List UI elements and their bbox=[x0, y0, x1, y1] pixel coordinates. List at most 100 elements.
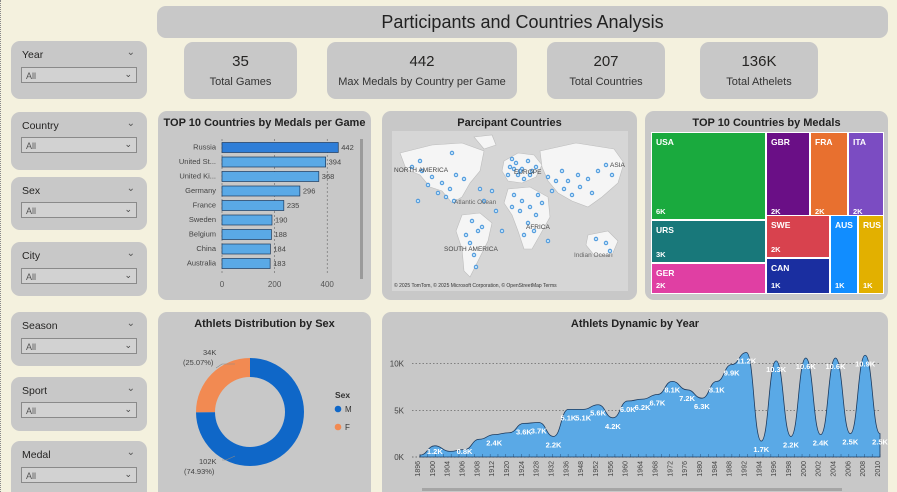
slicer-country[interactable]: Country ⌄ All ⌄ bbox=[11, 112, 147, 170]
slicer-sex[interactable]: Sex ⌄ All ⌄ bbox=[11, 177, 147, 230]
x-tick-label: 1896 bbox=[415, 461, 422, 477]
treemap-cell-can[interactable]: CAN 1K bbox=[766, 258, 830, 294]
slicer-dropdown[interactable]: All ⌄ bbox=[21, 202, 137, 218]
treemap-cell-usa[interactable]: USA 6K bbox=[651, 132, 766, 220]
map-label: AFRICA bbox=[526, 224, 551, 231]
x-tick-label: 1976 bbox=[682, 461, 689, 477]
country-marker bbox=[575, 172, 581, 178]
map-label: Indian Ocean bbox=[574, 252, 613, 259]
sex-distribution-donut[interactable]: Athlets Distribution by Sex 34K (25.07%)… bbox=[158, 312, 371, 492]
slicer-sport[interactable]: Sport ⌄ All ⌄ bbox=[11, 377, 147, 431]
donut-slice-m[interactable] bbox=[196, 358, 304, 466]
country-marker bbox=[531, 228, 537, 234]
country-marker bbox=[553, 178, 559, 184]
continent-north-america bbox=[399, 142, 485, 204]
slicer-dropdown[interactable]: All ⌄ bbox=[21, 402, 137, 418]
bar bbox=[221, 214, 273, 226]
chevron-up-icon[interactable]: ⌄ bbox=[126, 248, 135, 259]
chevron-up-icon[interactable]: ⌄ bbox=[126, 447, 135, 458]
country-marker bbox=[509, 156, 515, 162]
chevron-down-icon[interactable]: ⌄ bbox=[124, 270, 132, 280]
slicer-value: All bbox=[26, 141, 37, 151]
slicer-value: All bbox=[26, 342, 37, 352]
country-marker bbox=[471, 252, 477, 258]
treemap-cell-fra[interactable]: FRA 2K bbox=[810, 132, 848, 220]
donut-slice-f[interactable] bbox=[196, 358, 250, 413]
chevron-down-icon[interactable]: ⌄ bbox=[124, 404, 132, 414]
treemap-cell-ita[interactable]: ITA 2K bbox=[848, 132, 884, 220]
country-marker bbox=[521, 176, 527, 182]
slicer-dropdown[interactable]: All ⌄ bbox=[21, 67, 137, 83]
x-tick-label: 1972 bbox=[667, 461, 674, 477]
country-marker bbox=[561, 186, 567, 192]
slicer-year[interactable]: Year ⌄ All ⌄ bbox=[11, 41, 147, 99]
slicer-dropdown[interactable]: All ⌄ bbox=[21, 338, 137, 354]
scrollbar bbox=[360, 139, 363, 279]
slicer-dropdown[interactable]: All ⌄ bbox=[21, 137, 137, 153]
top10-treemap[interactable]: TOP 10 Countries by Medals USA 6K GBR 2K FRA… bbox=[645, 111, 888, 300]
chevron-up-icon[interactable]: ⌄ bbox=[126, 383, 135, 394]
treemap-cell-ger[interactable]: GER 2K bbox=[651, 263, 766, 294]
treemap-cell-urs[interactable]: URS 3K bbox=[651, 220, 766, 263]
chevron-down-icon[interactable]: ⌄ bbox=[124, 139, 132, 149]
chevron-down-icon[interactable]: ⌄ bbox=[124, 69, 132, 79]
country-marker bbox=[569, 192, 575, 198]
country-marker bbox=[519, 198, 525, 204]
kpi-value: 442 bbox=[409, 53, 435, 70]
country-marker bbox=[525, 220, 531, 226]
data-label: 183 bbox=[273, 259, 286, 268]
kpi-total-athletes: 136K Total Athelets bbox=[700, 42, 818, 99]
legend-swatch-m bbox=[334, 405, 342, 413]
treemap-cell-rus[interactable]: RUS 1K bbox=[858, 215, 884, 294]
data-label: 1.2K bbox=[427, 447, 443, 456]
slicer-season[interactable]: Season ⌄ All ⌄ bbox=[11, 312, 147, 366]
country-marker bbox=[467, 240, 473, 246]
chart-title: Parcipant Countries bbox=[457, 117, 562, 129]
slicer-dropdown[interactable]: All ⌄ bbox=[21, 268, 137, 284]
chevron-up-icon[interactable]: ⌄ bbox=[126, 318, 135, 329]
country-marker bbox=[525, 158, 531, 164]
x-tick-label: 1920 bbox=[504, 461, 511, 477]
data-label: 6.7K bbox=[649, 398, 665, 407]
country-marker bbox=[533, 164, 539, 170]
top10-bar-chart[interactable]: TOP 10 Countries by Medals per Game 0 200… bbox=[158, 111, 371, 300]
slicer-city[interactable]: City ⌄ All ⌄ bbox=[11, 242, 147, 296]
treemap-cell-aus[interactable]: AUS 1K bbox=[830, 215, 858, 294]
treemap-cell-value: 1K bbox=[863, 281, 873, 290]
country-marker bbox=[511, 192, 517, 198]
slicer-medal[interactable]: Medal ⌄ All ⌄ bbox=[11, 441, 147, 492]
x-tick-label: 1904 bbox=[445, 461, 452, 477]
chevron-up-icon[interactable]: ⌄ bbox=[126, 118, 135, 129]
bar bbox=[221, 200, 285, 211]
country-marker bbox=[481, 198, 487, 204]
treemap-cell-value: 2K bbox=[656, 281, 666, 290]
athletes-dynamic-chart[interactable]: Athlets Dynamic by Year 0K 5K 10K 1.2K 0.8K 2… bbox=[382, 312, 888, 492]
participant-countries-map[interactable]: Parcipant Countries NORTH AMERICA EUROPE… bbox=[382, 111, 637, 300]
data-label: 10.3K bbox=[766, 365, 787, 374]
slicer-value: All bbox=[26, 206, 37, 216]
donut-label-f-count: 34K bbox=[203, 348, 216, 357]
kpi-total-games: 35 Total Games bbox=[184, 42, 297, 99]
country-marker bbox=[435, 190, 441, 196]
data-label: 9.9K bbox=[724, 369, 740, 378]
slicer-dropdown[interactable]: All ⌄ bbox=[21, 467, 137, 483]
map-attribution: © 2025 TomTom, © 2025 Microsoft Corporat… bbox=[394, 282, 557, 289]
kpi-label: Total Athelets bbox=[726, 76, 792, 88]
chevron-down-icon[interactable]: ⌄ bbox=[124, 204, 132, 214]
country-marker bbox=[577, 184, 583, 190]
data-label: 0.8K bbox=[457, 447, 473, 456]
treemap-cell-swe[interactable]: SWE 2K bbox=[766, 215, 830, 258]
treemap-cell-gbr[interactable]: GBR 2K bbox=[766, 132, 810, 220]
chevron-up-icon[interactable]: ⌄ bbox=[126, 47, 135, 58]
treemap-cell-name: GER bbox=[656, 268, 675, 278]
slicer-label: Sex bbox=[22, 185, 41, 197]
chevron-down-icon[interactable]: ⌄ bbox=[124, 469, 132, 479]
chevron-down-icon[interactable]: ⌄ bbox=[124, 340, 132, 350]
x-tick-label: 1928 bbox=[534, 461, 541, 477]
data-label: 10.6K bbox=[796, 362, 817, 371]
x-tick-label: 1998 bbox=[786, 461, 793, 477]
treemap-area[interactable]: USA 6K GBR 2K FRA 2K ITA 2K URS 3K SWE 2K AUS 1K RUS 1K… bbox=[651, 132, 884, 294]
data-label: 2.2K bbox=[546, 440, 562, 449]
chevron-up-icon[interactable]: ⌄ bbox=[126, 183, 135, 194]
world-map[interactable]: NORTH AMERICA EUROPE ASIA Atlantic Ocean… bbox=[392, 131, 628, 291]
